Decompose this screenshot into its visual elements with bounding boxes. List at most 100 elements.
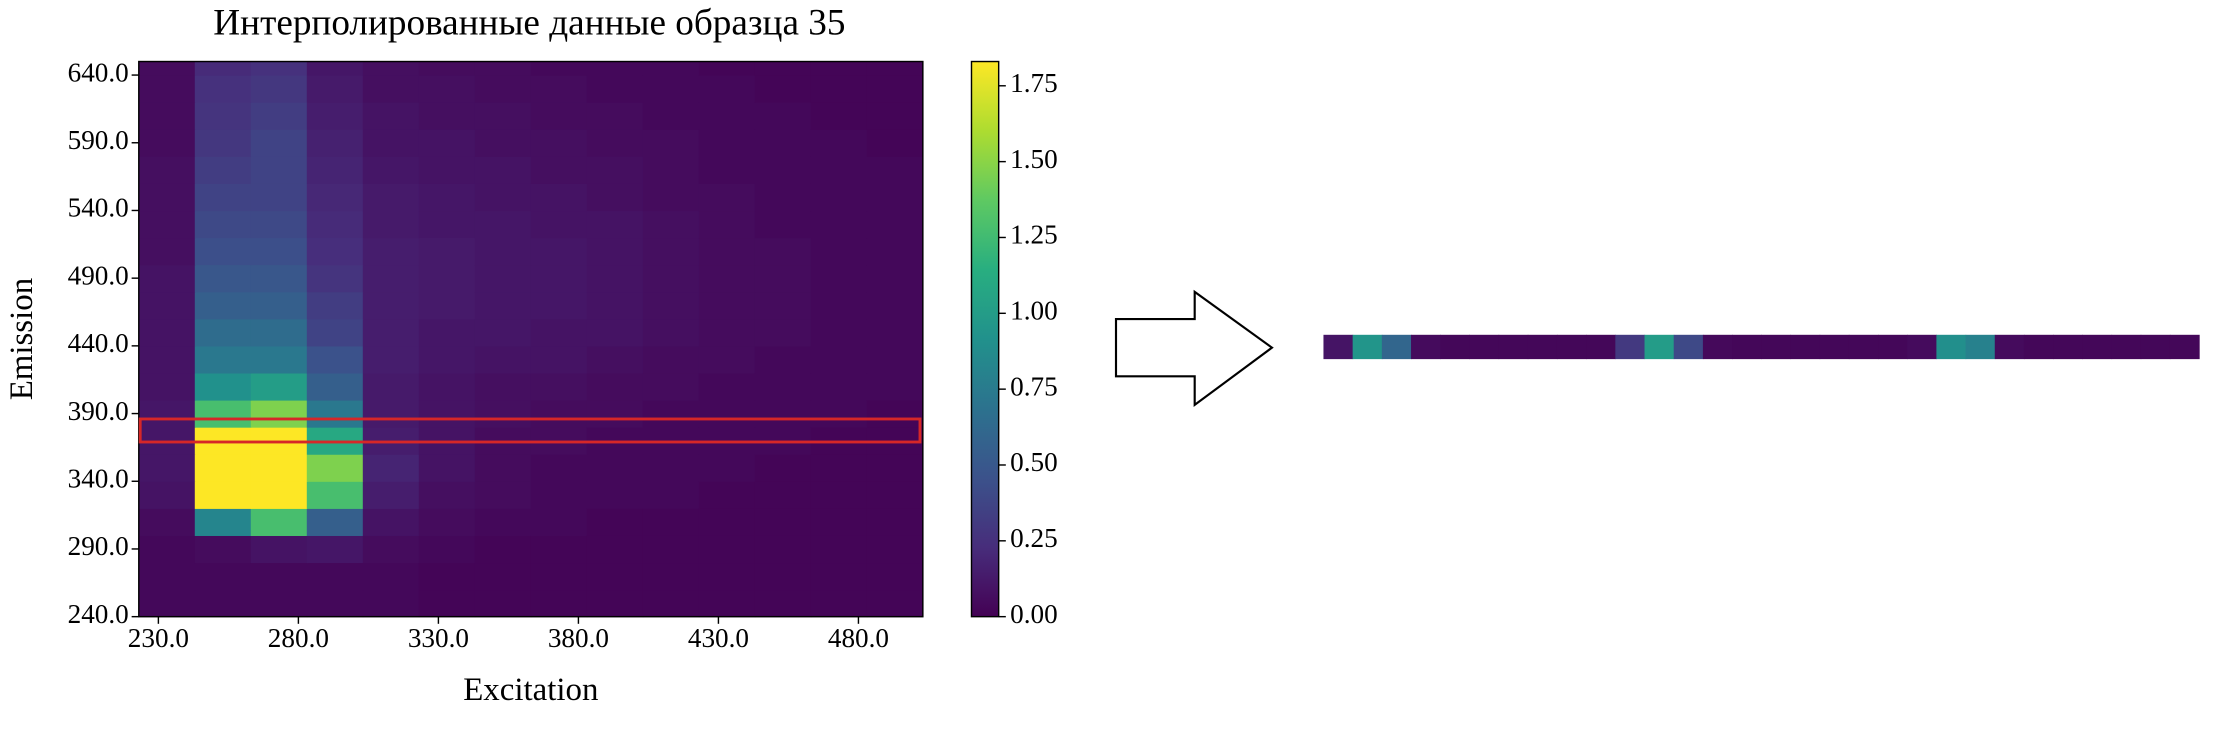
heatmap-cell [362,183,420,212]
heatmap-cell [250,589,308,618]
heatmap-cell [810,535,868,564]
heatmap-cell [306,372,364,401]
heatmap-cell [474,102,532,130]
heatmap-cell [754,237,812,266]
heatmap-cell [250,156,308,184]
heatmap-cell [866,454,924,482]
heatmap-cell [250,61,308,76]
heatmap-cell [250,264,308,293]
heatmap-cell [530,562,588,591]
heatmap-cell [194,481,252,509]
heatmap-cell [418,156,476,184]
heatmap-cell [474,562,532,591]
heatmap-cell [642,589,700,618]
heatmap-cell [530,400,588,428]
heatmap-cell [194,562,252,591]
heatmap-cell [810,562,868,591]
heatmap-cell [362,400,420,428]
y-tick-label: 590.0 [68,125,129,155]
heatmap-cell [698,481,756,509]
heatmap-cell [362,589,420,618]
heatmap-cell [474,400,532,428]
heatmap-cell [754,264,812,293]
heatmap-cell [194,400,252,428]
y-tick-label: 490.0 [68,260,129,290]
strip-cell [2082,334,2113,360]
heatmap-cell [810,400,868,428]
heatmap-cell [698,102,756,130]
heatmap-cell [754,318,812,347]
strip-cell [1556,334,1587,360]
heatmap-cell [586,589,644,618]
heatmap-cell [418,481,476,509]
heatmap-cell [642,210,700,239]
heatmap-cell [138,589,196,618]
heatmap-cell [866,291,924,320]
heatmap-cell [866,508,924,536]
heatmap-cell [810,481,868,509]
x-tick-label: 430.0 [688,623,749,653]
heatmap-cell [642,183,700,212]
heatmap-cell [306,210,364,239]
heatmap-cell [194,264,252,293]
heatmap-cell [474,129,532,157]
heatmap-cell [642,75,700,103]
heatmap-cell [810,508,868,536]
heatmap-cell [306,264,364,293]
heatmap-cell [754,454,812,482]
heatmap-cell [642,345,700,374]
strip-cell [1352,334,1383,360]
x-tick-label: 330.0 [408,623,469,653]
heatmap-cell [250,210,308,239]
heatmap-cell [530,345,588,374]
heatmap-cell [866,481,924,509]
heatmap-cell [642,508,700,536]
strip-cell [1790,334,1821,360]
heatmap-cell [138,481,196,509]
heatmap-cell [418,454,476,482]
heatmap-cell [138,291,196,320]
heatmap-cell [250,129,308,157]
heatmap-cell [754,562,812,591]
heatmap-cell [810,237,868,266]
heatmap-cell [754,508,812,536]
heatmap-cell [138,508,196,536]
heatmap-cell [754,291,812,320]
heatmap-cell [530,75,588,103]
heatmap-cell [754,183,812,212]
heatmap-cell [194,102,252,130]
strip-cell [2053,334,2083,360]
heatmap-cell [530,372,588,401]
heatmap-cell [194,291,252,320]
strip-cell [1411,334,1441,360]
heatmap-cell [418,562,476,591]
heatmap-cell [586,129,644,157]
heatmap-cell [586,481,644,509]
heatmap-cell [138,129,196,157]
heatmap-cell [474,372,532,401]
heatmap-cell [698,264,756,293]
heatmap-cell [362,454,420,482]
colorbar [970,60,1000,618]
heatmap-cell [474,210,532,239]
heatmap-cell [474,318,532,347]
heatmap-cell [866,210,924,239]
heatmap-cell [642,318,700,347]
heatmap-cell [530,264,588,293]
heatmap-cell [474,345,532,374]
heatmap-cell [586,535,644,564]
heatmap-cell [418,237,476,266]
heatmap-cell [306,508,364,536]
heatmap-cell [250,183,308,212]
heatmap-cell [698,372,756,401]
heatmap-cell [866,264,924,293]
strip-cell [1878,334,1908,360]
heatmap-cell [810,264,868,293]
heatmap-cell [194,372,252,401]
heatmap-cell [362,481,420,509]
heatmap-cell [754,589,812,618]
heatmap-cell [866,237,924,266]
heatmap-cell [866,61,924,76]
strip-cell [1498,334,1529,360]
